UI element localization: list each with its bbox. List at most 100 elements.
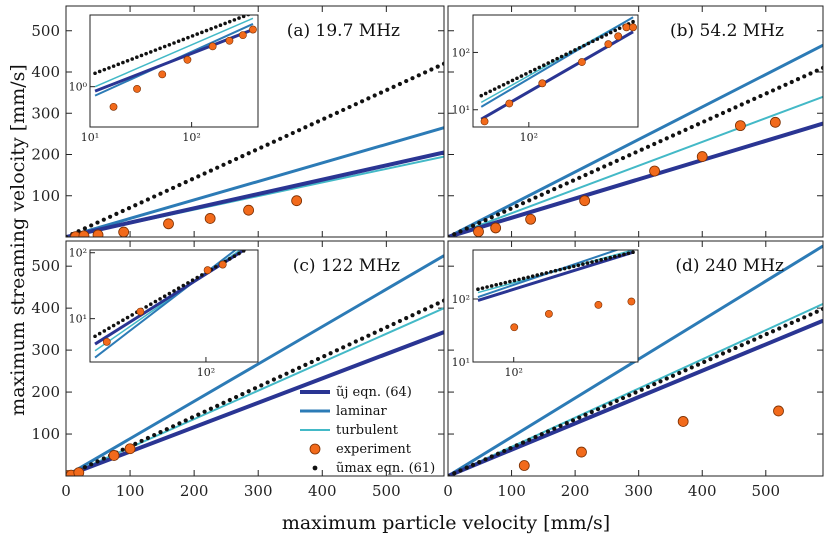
- series-umax-dot: [145, 197, 150, 202]
- series-umax-dot: [372, 330, 377, 335]
- series-umax-dot: [240, 154, 245, 159]
- inset-umax-dot: [107, 66, 111, 70]
- series-umax-dot: [183, 418, 188, 423]
- inset-x-tick-label: 10¹: [81, 131, 99, 144]
- inset-umax-dot: [564, 52, 568, 57]
- experiment-point: [163, 218, 174, 230]
- panel-c: 100 200 300 400 500 0 100 200 300 400 500 (c) 122 M…: [31, 240, 445, 500]
- series-umax-dot: [366, 96, 371, 101]
- series-umax-dot: [196, 412, 201, 417]
- series-umax-dot: [795, 77, 801, 82]
- series-umax-dot: [808, 71, 813, 76]
- inset-frame: [472, 249, 639, 363]
- series-umax-dot: [545, 189, 551, 194]
- series-umax-dot: [66, 234, 69, 237]
- series-umax-dot: [552, 426, 557, 431]
- inset-umax-dot: [608, 255, 613, 260]
- series-umax-dot: [533, 434, 538, 440]
- series-umax-dot: [441, 298, 444, 303]
- series-umax-dot: [82, 465, 87, 470]
- plot-frame: [447, 240, 824, 477]
- series-umax-dot: [246, 389, 251, 394]
- series-umax-dot: [133, 441, 138, 446]
- inset-umax-dot: [148, 50, 153, 54]
- x-tick-label: 100: [497, 482, 526, 500]
- inset-experiment-point: [102, 337, 111, 346]
- inset-umax-dot: [237, 251, 241, 256]
- series-umax-dot: [271, 377, 276, 382]
- inset-experiment-point: [225, 36, 234, 45]
- series-umax-dot: [583, 172, 588, 178]
- series-umax-dot: [177, 182, 182, 188]
- inset-umax-dot: [162, 294, 167, 299]
- inset-y-tick-label: 10¹: [69, 313, 87, 326]
- plot-frame: [447, 5, 824, 238]
- series-umax-dot: [221, 162, 226, 167]
- inset-umax-dot: [167, 291, 172, 296]
- series-umax-dot: [714, 113, 719, 118]
- series-umax-dot: [303, 125, 308, 130]
- series-umax-dot: [171, 185, 176, 191]
- series-umax-dot: [770, 88, 776, 93]
- inset-y-tick-label: 10¹: [452, 356, 470, 369]
- inset-umax-dot: [476, 287, 480, 292]
- series-umax-dot: [527, 437, 532, 442]
- series-umax-dot: [290, 130, 295, 136]
- series-umax-dot: [770, 329, 776, 334]
- series-umax-dot: [133, 203, 138, 208]
- inset-umax-dot: [186, 35, 190, 40]
- inset-experiment-point: [136, 307, 145, 316]
- inset-umax-dot: [121, 60, 125, 65]
- inset-umax-dot: [190, 278, 195, 283]
- inset-umax-dot: [195, 275, 200, 280]
- series-umax-dot: [602, 164, 607, 169]
- inset-umax-dot: [608, 30, 613, 35]
- experiment-point: [490, 222, 502, 234]
- series-umax-dot: [583, 412, 588, 417]
- experiment-point: [124, 443, 136, 455]
- inset-umax-dot: [617, 26, 622, 31]
- experiment-point: [649, 165, 660, 177]
- series-group: [448, 43, 823, 237]
- series-umax-dot: [695, 362, 701, 367]
- series-umax-dot: [789, 320, 794, 326]
- series-umax-dot: [227, 159, 232, 165]
- series-umax-dot: [708, 116, 713, 121]
- inset-umax-dot: [591, 39, 595, 44]
- legend: ũj eqn. (64) laminar turbulent experiment ũm…: [300, 385, 435, 476]
- inset-experiment-point: [238, 31, 247, 40]
- series-umax-dot: [208, 168, 213, 173]
- inset-umax-dot: [125, 315, 130, 320]
- inset-umax-dot: [581, 262, 585, 266]
- y-tick-label: 400: [31, 299, 60, 317]
- inset-uj-line: [477, 250, 634, 302]
- inset-umax-dot: [116, 321, 121, 325]
- x-tick-label: 100: [116, 482, 145, 500]
- inset-umax-dot: [585, 261, 590, 265]
- x-tick-label: 200: [180, 482, 209, 500]
- series-umax-dot: [758, 93, 763, 99]
- series-umax-dot: [189, 177, 195, 182]
- inset-umax-dot: [167, 42, 172, 47]
- series-umax-dot: [520, 440, 526, 445]
- series-umax-dot: [259, 145, 264, 150]
- series-umax-dot: [752, 96, 757, 101]
- series-umax-dot: [602, 404, 607, 409]
- series-umax-dot: [240, 392, 245, 397]
- series-umax-dot: [495, 451, 501, 456]
- inset-umax-dot: [497, 85, 501, 89]
- plot-frame: [65, 240, 445, 477]
- series-umax-dot: [353, 339, 358, 344]
- series-umax-dot: [483, 457, 488, 462]
- series-umax-dot: [658, 379, 663, 384]
- experiment-point: [108, 450, 120, 461]
- experiment-point: [243, 204, 254, 216]
- series-umax-dot: [297, 365, 302, 370]
- inset-umax-dot: [111, 323, 116, 328]
- y-tick-label: 500: [31, 22, 60, 40]
- y-tick-label: 400: [31, 63, 60, 81]
- series-umax-dot: [101, 217, 106, 222]
- series-umax-dot: [139, 438, 144, 444]
- inset-umax-dot: [144, 51, 148, 56]
- inset-umax-dot: [546, 61, 551, 65]
